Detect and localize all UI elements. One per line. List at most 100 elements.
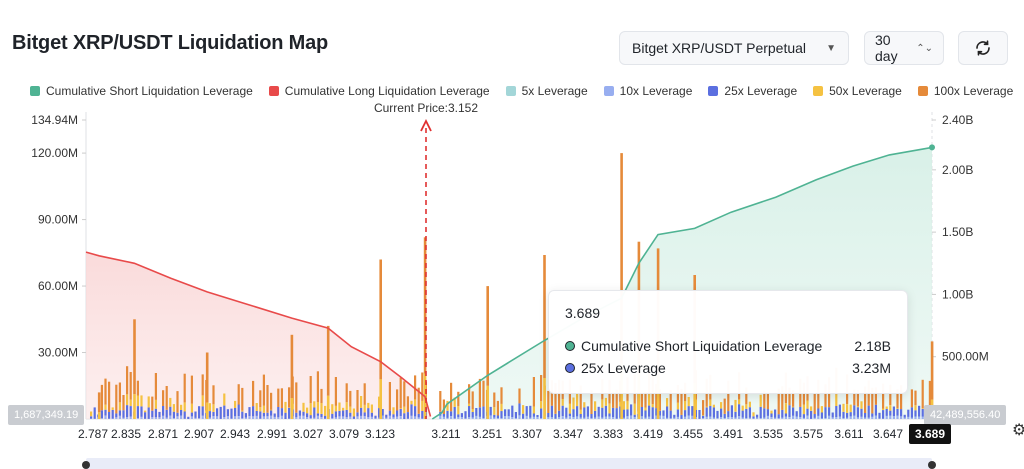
bar-10x xyxy=(385,417,388,419)
x-tick-label: 3.027 xyxy=(293,427,323,441)
bar-25x xyxy=(212,411,215,417)
bar-10x xyxy=(388,415,391,419)
y-left-tick-label: 30.00M xyxy=(38,346,78,360)
bar-100x xyxy=(417,387,420,414)
zoom-handle-left[interactable] xyxy=(82,461,90,469)
short-cumulative-line xyxy=(431,146,933,420)
refresh-button[interactable] xyxy=(958,31,1008,65)
bar-10x xyxy=(633,417,636,419)
legend-item[interactable]: 50x Leverage xyxy=(813,84,902,98)
bar-100x xyxy=(309,376,312,404)
bar-25x xyxy=(226,409,229,417)
bar-50x xyxy=(734,399,737,412)
bar-10x xyxy=(828,415,831,419)
bar-25x xyxy=(223,405,226,417)
bar-25x xyxy=(154,408,157,418)
bar-25x xyxy=(907,409,910,417)
gear-icon[interactable]: ⚙ xyxy=(1012,422,1024,439)
bar-50x xyxy=(255,403,258,411)
bar-10x xyxy=(712,417,715,419)
bar-50x xyxy=(136,395,139,407)
y-left-tick-label: 134.94M xyxy=(31,113,78,127)
bar-25x xyxy=(910,407,913,418)
bar-25x xyxy=(194,411,197,418)
bar-10x xyxy=(241,418,244,419)
bar-25x xyxy=(892,406,895,417)
bar-25x xyxy=(313,407,316,418)
bar-50x xyxy=(290,397,294,419)
bar-10x xyxy=(597,416,600,419)
bar-50x xyxy=(241,410,244,412)
legend-item[interactable]: Cumulative Long Liquidation Leverage xyxy=(268,84,490,98)
period-select[interactable]: 30 day ⌃⌄ xyxy=(864,31,944,65)
bar-25x xyxy=(568,413,571,416)
bar-50x xyxy=(856,406,859,408)
zoom-scrollbar[interactable] xyxy=(86,458,932,469)
bar-50x xyxy=(637,374,641,419)
bar-25x xyxy=(770,413,773,418)
bar-100x xyxy=(205,352,209,403)
bar-100x xyxy=(658,389,661,411)
bar-100x xyxy=(579,385,582,410)
bar-25x xyxy=(162,406,165,416)
legend-item[interactable]: 10x Leverage xyxy=(603,84,692,98)
legend-item[interactable]: 100x Leverage xyxy=(917,84,1013,98)
x-tick-label: 3.383 xyxy=(593,427,623,441)
tooltip-title: 3.689 xyxy=(565,305,601,321)
bar-10x xyxy=(374,418,377,419)
bar-10x xyxy=(874,415,877,419)
bar-25x xyxy=(511,405,514,417)
legend-item[interactable]: Cumulative Short Liquidation Leverage xyxy=(30,84,253,98)
bar-100x xyxy=(266,385,269,413)
bar-100x xyxy=(486,286,489,386)
legend-swatch xyxy=(603,86,614,96)
bar-100x xyxy=(914,390,917,406)
bar-50x xyxy=(626,400,629,410)
updown-chevron-icon: ⌃⌄ xyxy=(916,42,933,54)
bar-25x xyxy=(108,412,111,419)
market-select[interactable]: Bitget XRP/USDT Perpetual ▼ xyxy=(619,31,849,65)
bar-10x xyxy=(586,416,589,419)
bar-25x xyxy=(586,406,589,417)
bar-100x xyxy=(620,153,623,364)
bar-50x xyxy=(896,408,899,409)
bar-10x xyxy=(392,417,395,419)
bar-10x xyxy=(176,416,179,419)
bar-10x xyxy=(662,415,665,419)
bar-25x xyxy=(370,412,373,417)
bar-10x xyxy=(770,417,773,419)
bar-50x xyxy=(493,407,496,415)
bar-25x xyxy=(885,408,888,416)
bar-10x xyxy=(889,415,892,419)
x-tick-label: 3.251 xyxy=(472,427,502,441)
bar-100x xyxy=(817,379,820,409)
bar-50x xyxy=(471,409,474,412)
bar-25x xyxy=(302,411,305,416)
bar-25x xyxy=(363,412,366,417)
legend-item[interactable]: 5x Leverage xyxy=(505,84,588,98)
bar-10x xyxy=(687,415,690,419)
bar-10x xyxy=(212,416,215,419)
bar-25x xyxy=(320,414,323,418)
bar-100x xyxy=(403,381,406,407)
bar-10x xyxy=(104,415,107,419)
bar-10x xyxy=(190,416,193,419)
bar-50x xyxy=(302,402,305,412)
bar-100x xyxy=(669,390,672,411)
bar-10x xyxy=(129,416,132,419)
lev25-dot-icon xyxy=(565,363,575,373)
zoom-handle-right[interactable] xyxy=(928,461,936,469)
bar-10x xyxy=(115,417,118,419)
legend-swatch xyxy=(30,86,40,96)
bar-50x xyxy=(172,404,175,412)
bar-100x xyxy=(277,388,280,407)
bar-100x xyxy=(259,390,262,408)
legend-item[interactable]: 25x Leverage xyxy=(708,84,797,98)
bar-25x xyxy=(270,410,273,416)
bar-50x xyxy=(453,397,456,407)
bar-25x xyxy=(810,410,813,419)
bar-10x xyxy=(658,415,661,419)
legend-swatch xyxy=(917,86,928,96)
bar-10x xyxy=(590,418,593,419)
legend-label: 50x Leverage xyxy=(829,84,902,98)
